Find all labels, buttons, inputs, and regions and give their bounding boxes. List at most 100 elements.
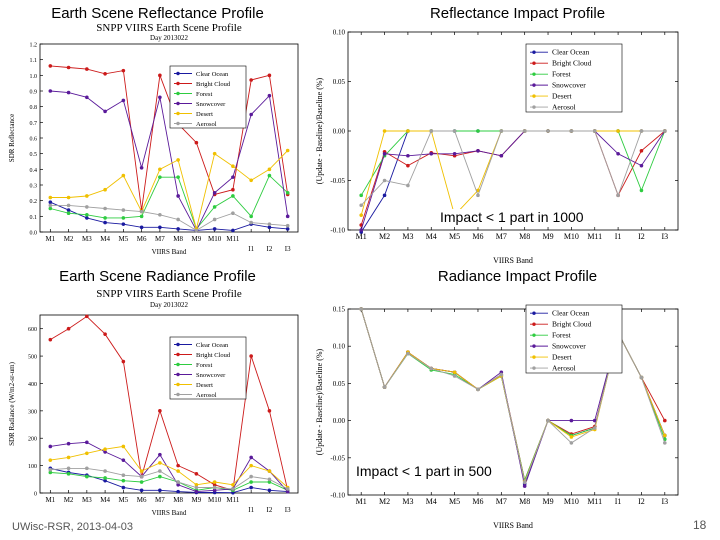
data-point-bright-cloud	[663, 418, 667, 423]
data-point-clear-ocean	[139, 488, 144, 493]
legend-label-snowcover: Snowcover	[196, 101, 226, 108]
series-line-clear-ocean	[50, 201, 288, 231]
data-point-bright-cloud	[66, 326, 71, 331]
x-axis-label: VIIRS Band	[152, 248, 187, 256]
x-tick-label: M7	[496, 232, 507, 241]
data-point-aerosol	[121, 208, 126, 212]
x-tick-label: M8	[519, 497, 530, 506]
data-point-bright-cloud	[267, 73, 272, 78]
y-tick-label: -0.05	[330, 177, 345, 185]
chart-title: SNPP VIIRS Earth Scene Profile	[96, 288, 242, 300]
data-point-snowcover	[85, 95, 89, 100]
data-point-snowcover	[522, 484, 527, 488]
legend-label-snowcover: Snowcover	[552, 81, 586, 90]
data-point-forest	[158, 175, 162, 179]
data-point-bright-cloud	[267, 409, 272, 413]
data-point-desert	[359, 213, 363, 217]
data-point-snowcover	[66, 441, 71, 446]
series-line-bright-cloud	[50, 315, 289, 491]
data-point-snowcover	[48, 444, 53, 449]
y-tick-label: 400	[28, 382, 37, 388]
data-point-aerosol	[212, 217, 217, 222]
legend-label-clear-ocean: Clear Ocean	[552, 48, 590, 57]
data-point-clear-ocean	[267, 488, 272, 493]
legend-swatch-dot	[176, 121, 180, 126]
x-tick-label: I3	[285, 245, 291, 253]
legend-swatch-dot	[532, 333, 536, 337]
data-point-forest	[249, 480, 253, 484]
legend-swatch-dot	[532, 366, 536, 370]
data-point-snowcover	[212, 488, 217, 493]
x-tick-label: M9	[542, 232, 553, 241]
series-line-desert	[50, 445, 289, 488]
data-point-aerosol	[85, 205, 89, 209]
data-point-forest	[285, 191, 290, 195]
x-tick-label: M4	[426, 497, 437, 506]
y-tick-label: 0.00	[333, 417, 346, 425]
data-point-forest	[66, 211, 71, 215]
plot-frame	[39, 314, 299, 494]
data-point-clear-ocean	[121, 485, 126, 490]
data-point-clear-ocean	[176, 489, 180, 494]
x-tick-label: I1	[248, 245, 254, 253]
y-tick-label: 300	[28, 409, 37, 415]
data-point-forest	[267, 173, 272, 178]
legend-swatch-dot	[176, 71, 180, 76]
data-point-desert	[267, 469, 272, 473]
data-point-snowcover	[231, 175, 235, 179]
data-point-aerosol	[48, 203, 53, 208]
series-line-desert	[50, 150, 289, 230]
x-tick-label: M6	[472, 232, 483, 241]
data-point-forest	[212, 205, 217, 209]
legend-label-desert: Desert	[196, 111, 213, 118]
data-point-snowcover	[359, 228, 363, 232]
data-point-aerosol	[569, 441, 574, 445]
data-point-desert	[285, 148, 290, 153]
reflectance-impact-heading: Reflectance Impact Profile	[429, 5, 606, 22]
data-point-snowcover	[249, 112, 253, 117]
legend-label-bright-cloud: Bright Cloud	[552, 320, 592, 329]
data-point-aerosol	[249, 474, 253, 479]
series-line-aerosol	[360, 130, 665, 206]
legend-box	[169, 65, 247, 129]
data-point-clear-ocean	[48, 200, 53, 205]
data-point-desert	[66, 455, 71, 460]
data-point-aerosol	[139, 474, 144, 479]
legend-label-aerosol: Aerosol	[552, 364, 576, 373]
data-point-snowcover	[176, 194, 180, 198]
x-tick-label: M6	[137, 235, 147, 243]
data-point-desert	[452, 370, 457, 375]
data-point-clear-ocean	[231, 490, 235, 495]
x-tick-label: I2	[638, 232, 645, 241]
data-point-clear-ocean	[66, 208, 71, 212]
data-point-forest	[48, 470, 53, 475]
x-tick-label: M8	[173, 496, 183, 504]
data-point-forest	[231, 194, 235, 198]
data-point-aerosol	[85, 466, 89, 471]
x-tick-label: M5	[449, 232, 460, 241]
data-point-aerosol	[452, 129, 457, 133]
x-tick-label: M10	[564, 232, 579, 241]
data-point-desert	[48, 195, 53, 200]
series-line-snowcover	[50, 90, 289, 232]
data-point-bright-cloud	[158, 73, 162, 78]
x-tick-label: I3	[661, 232, 668, 241]
y-tick-label: 0.7	[30, 121, 38, 127]
legend-label-clear-ocean: Clear Ocean	[196, 71, 229, 78]
data-point-forest	[639, 188, 644, 193]
data-point-desert	[249, 463, 253, 468]
legend-swatch-dot	[532, 311, 536, 315]
reflectance-impact-note: Impact < 1 part in 1000	[440, 209, 584, 225]
data-point-snowcover	[616, 151, 620, 156]
data-point-snowcover	[499, 153, 504, 158]
y-axis-label: (Update - Baseline)/Baseline (%)	[315, 77, 324, 184]
x-tick-label: I3	[285, 506, 291, 514]
data-point-bright-cloud	[121, 359, 126, 364]
y-tick-label: 0.5	[30, 152, 38, 158]
plot-frame	[347, 308, 679, 496]
data-point-forest	[48, 206, 53, 211]
legend-label-aerosol: Aerosol	[196, 392, 217, 399]
data-point-aerosol	[546, 129, 550, 133]
y-tick-label: 0.0	[30, 231, 38, 237]
data-point-desert	[476, 188, 480, 193]
